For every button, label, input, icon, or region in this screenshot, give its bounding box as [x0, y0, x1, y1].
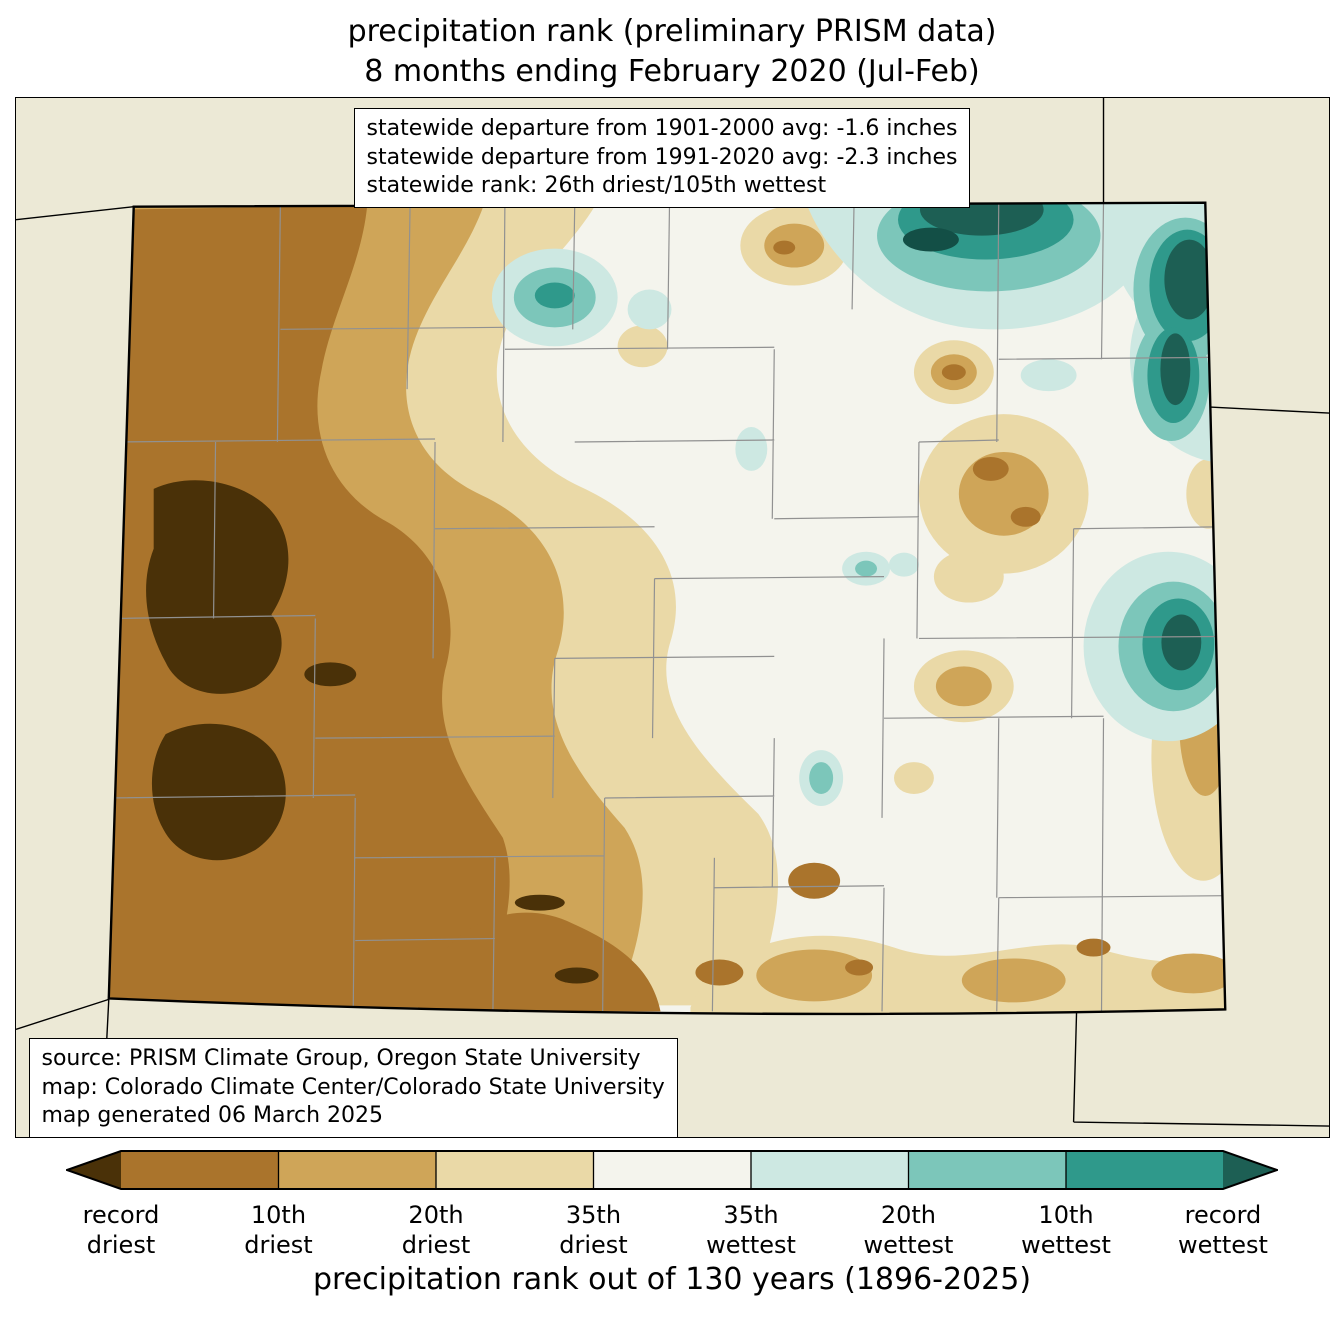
legend-label-35th-driest: 35th driest — [559, 1201, 628, 1260]
legend-label-20th-wettest: 20th wettest — [863, 1201, 954, 1260]
scale-segment-neutral — [593, 1151, 751, 1190]
stats-line-2: statewide departure from 1991-2020 avg: … — [366, 144, 958, 170]
statewide-stats-box: statewide departure from 1901-2000 avg: … — [353, 108, 971, 208]
legend-caption: precipitation rank out of 130 years (189… — [312, 1262, 1032, 1298]
source-credit-box: source: PRISM Climate Group, Oregon Stat… — [28, 1038, 678, 1138]
legend-label-35th-wettest: 35th wettest — [706, 1201, 796, 1260]
scale-segment-20th-driest — [278, 1151, 436, 1190]
legend-label-10th-wettest: 10th wettest — [1021, 1201, 1111, 1260]
color-scale-legend: record driest 10th driest 20th driest 35… — [66, 1148, 1278, 1262]
source-line-3: map generated 06 March 2025 — [41, 1103, 384, 1129]
map-panel: statewide departure from 1901-2000 avg: … — [14, 97, 1330, 1139]
scale-arrow-record-wettest — [1223, 1151, 1277, 1190]
source-line-2: map: Colorado Climate Center/Colorado St… — [41, 1074, 665, 1100]
page-title: precipitation rank (preliminary PRISM da… — [0, 0, 1344, 91]
title-line-2: 8 months ending February 2020 (Jul-Feb) — [364, 53, 980, 89]
precip-contours — [108, 202, 1225, 1015]
scale-outline — [66, 1150, 1278, 1191]
scale-segment-10th-wettest — [1066, 1151, 1223, 1190]
scale-segment-20th-wettest — [908, 1151, 1066, 1190]
legend-label-record-wettest: record wettest — [1178, 1201, 1268, 1260]
scale-labels: record driest 10th driest 20th driest 35… — [66, 1192, 1278, 1262]
colorado-map-svg — [15, 98, 1329, 1138]
source-line-1: source: PRISM Climate Group, Oregon Stat… — [41, 1046, 641, 1072]
scale-segment-35th-wettest — [751, 1151, 909, 1190]
scale-arrow-record-driest — [67, 1151, 121, 1190]
stats-line-1: statewide departure from 1901-2000 avg: … — [366, 116, 958, 142]
legend-label-10th-driest: 10th driest — [244, 1201, 313, 1260]
legend-label-record-driest: record driest — [82, 1201, 160, 1260]
county-lines — [108, 202, 1225, 1012]
color-scale-bar — [66, 1150, 1278, 1191]
scale-segment-35th-driest — [436, 1151, 594, 1190]
legend-label-20th-driest: 20th driest — [401, 1201, 471, 1260]
state-border — [107, 201, 1226, 1016]
title-line-1: precipitation rank (preliminary PRISM da… — [347, 14, 997, 49]
scale-segment-10th-driest — [121, 1151, 279, 1190]
neighbor-state-lines — [15, 98, 1329, 1138]
stats-line-3: statewide rank: 26th driest/105th wettes… — [366, 173, 827, 199]
scale-segment-dividers — [277, 1151, 1067, 1190]
